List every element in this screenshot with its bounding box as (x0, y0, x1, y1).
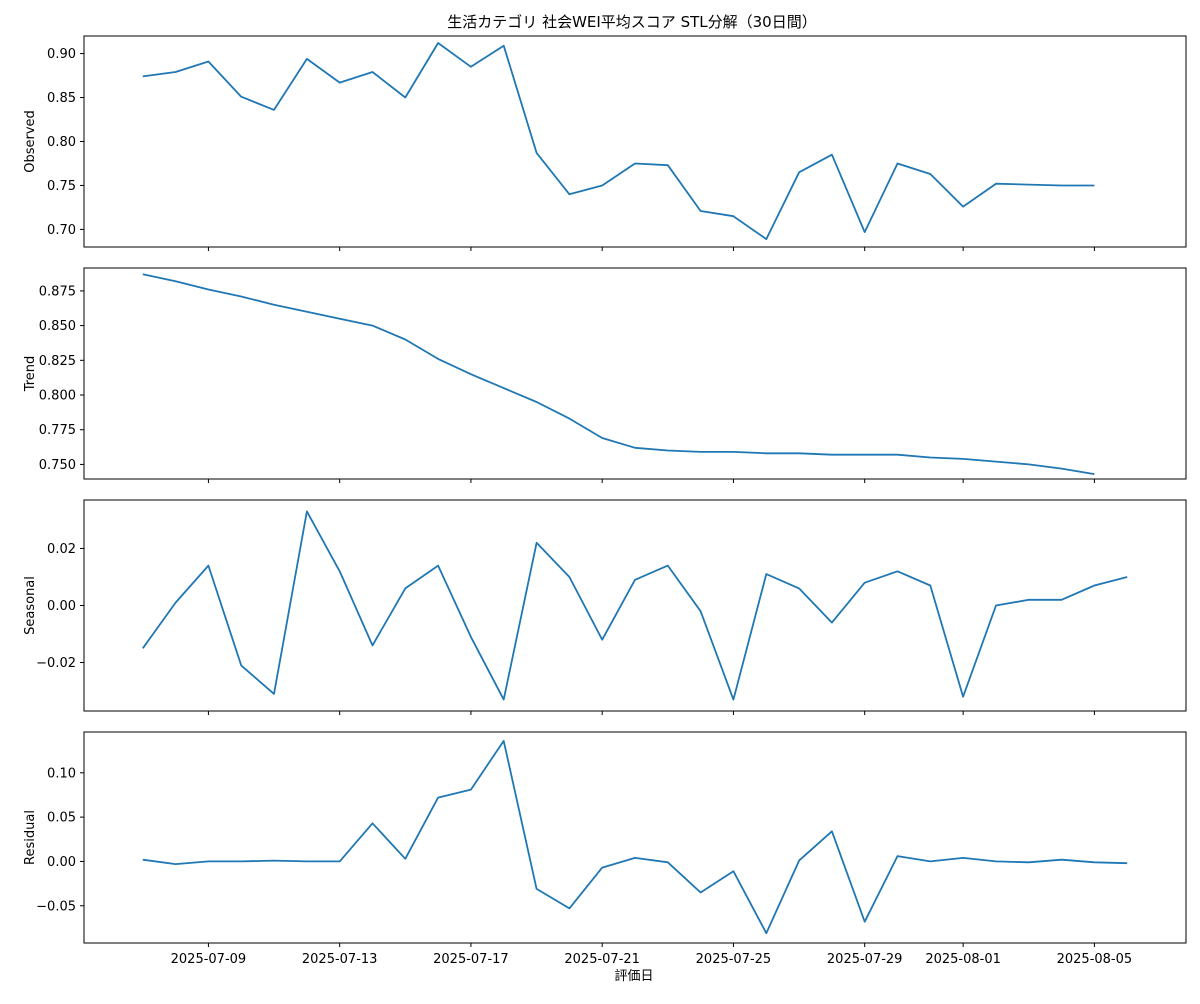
y-tick-label-observed: 0.80 (47, 135, 76, 150)
y-tick-label-trend: 0.825 (39, 354, 76, 369)
y-tick-label-seasonal: 0.02 (47, 542, 76, 557)
y-tick-label-observed: 0.70 (47, 223, 76, 238)
x-tick-label: 2025-07-29 (827, 952, 903, 967)
x-tick-label: 2025-07-09 (171, 952, 247, 967)
panel-trend: 0.750 0.775 0.800 0.825 0.850 0.875 Trend (23, 267, 1187, 483)
y-tick-label-observed: 0.90 (47, 47, 76, 62)
series-line-residual (142, 740, 1128, 935)
chart-panels: 0.700.750.800.850.90Observed0.7500.7750.… (23, 35, 1187, 967)
y-tick-label-seasonal: 0.00 (47, 599, 76, 614)
y-tick-label-residual: 0.10 (47, 766, 76, 781)
y-tick-label-observed: 0.85 (47, 91, 76, 106)
x-tick-label: 2025-08-01 (925, 952, 1001, 967)
series-line-observed (142, 42, 1095, 241)
y-tick-label-trend: 0.750 (39, 458, 76, 473)
series-line-trend (142, 273, 1095, 475)
y-tick-label-trend: 0.875 (39, 284, 76, 299)
y-tick-label-seasonal: −0.02 (36, 656, 76, 671)
series-line-seasonal (142, 510, 1128, 701)
panel-observed: 0.70 0.75 0.80 0.85 0.90 Observed (23, 35, 1187, 251)
x-tick-label: 2025-08-05 (1057, 952, 1133, 967)
x-tick-label: 2025-07-21 (564, 952, 640, 967)
x-tick-label: 2025-07-13 (302, 952, 378, 967)
y-tick-label-residual: −0.05 (36, 899, 76, 914)
chart-title: 生活カテゴリ 社会WEI平均スコア STL分解（30日間） (447, 13, 816, 31)
panel-frame-observed (83, 35, 1187, 248)
panel-frame-trend (83, 267, 1187, 480)
y-tick-label-trend: 0.800 (39, 389, 76, 404)
y-tick-label-residual: 0.05 (47, 811, 76, 826)
x-axis-label: 評価日 (614, 969, 653, 984)
y-axis-label-residual: Residual (23, 810, 38, 865)
panel-frame-seasonal (83, 499, 1187, 712)
y-tick-label-trend: 0.775 (39, 423, 76, 438)
panel-frame-residual (83, 731, 1187, 944)
y-axis-label-seasonal: Seasonal (23, 576, 38, 635)
panel-residual: −0.05 0.00 0.05 0.10 Residual 2025-07-09 2025-… (23, 731, 1187, 967)
x-tick-label: 2025-07-17 (433, 952, 509, 967)
y-tick-label-trend: 0.850 (39, 319, 76, 334)
y-axis-label-observed: Observed (23, 110, 38, 173)
y-tick-label-observed: 0.75 (47, 179, 76, 194)
y-tick-label-residual: 0.00 (47, 855, 76, 870)
panel-seasonal: −0.02 0.00 0.02 Seasonal (23, 499, 1187, 715)
x-tick-label: 2025-07-25 (696, 952, 772, 967)
y-axis-label-trend: Trend (23, 356, 38, 393)
